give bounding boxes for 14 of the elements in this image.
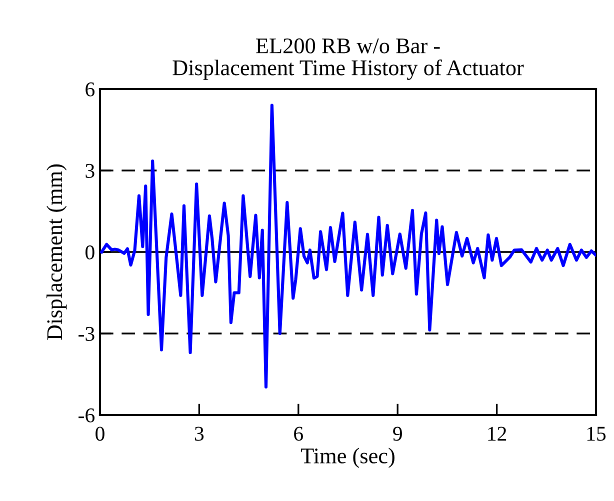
x-tick-label: 15	[587, 426, 606, 441]
x-tick-label: 3	[194, 426, 204, 441]
y-tick-label: 0	[86, 245, 94, 260]
x-axis-title: Time (sec)	[300, 448, 394, 468]
x-tick-label: 12	[488, 426, 506, 441]
x-tick-label: 6	[294, 426, 303, 441]
x-tick-label: 0	[96, 426, 104, 441]
y-tick-label: -3	[78, 326, 94, 341]
y-axis-title: Displacement (mm)	[46, 164, 67, 340]
y-tick-label: -6	[78, 408, 95, 422]
y-tick-label: 6	[86, 82, 95, 96]
x-tick-label: 9	[393, 426, 402, 441]
chart-title: EL200 RB w/o Bar - Displacement Time History of Actuator	[172, 38, 524, 80]
y-tick-label: 3	[86, 164, 94, 178]
